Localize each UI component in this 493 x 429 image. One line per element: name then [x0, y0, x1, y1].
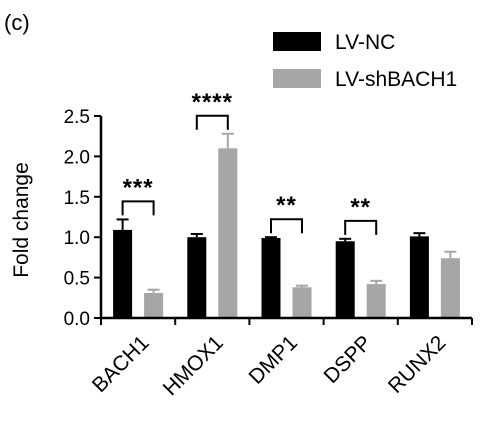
bar-lv-nc-hmox1	[187, 237, 207, 318]
legend-label-lv-nc: LV-NC	[335, 31, 395, 54]
bar-lv-nc-bach1	[113, 229, 133, 318]
legend-swatch-lv-shbach1	[273, 69, 321, 88]
x-category-label: HMOX1	[159, 331, 228, 400]
x-category-label: BACH1	[88, 331, 154, 397]
y-tick-label: 0.0	[64, 309, 90, 330]
significance-bracket	[344, 219, 378, 235]
axes	[99, 116, 473, 325]
significance-stars: **	[350, 194, 371, 221]
bar-lv-nc-dmp1	[261, 238, 281, 318]
significance-bracket	[270, 218, 303, 234]
y-axis-label: Fold change	[10, 162, 33, 278]
bar-lv-shbach1-hmox1	[218, 148, 238, 318]
bar-lv-shbach1-bach1	[144, 292, 164, 318]
significance-stars: ***	[123, 174, 154, 201]
legend-swatch-lv-nc	[273, 32, 321, 51]
panel-label: (c)	[4, 10, 30, 35]
significance-stars: **	[276, 192, 297, 219]
y-tick-label: 2.0	[64, 147, 90, 168]
bars	[113, 132, 460, 318]
y-tick-label: 1.0	[64, 228, 90, 249]
bar-lv-shbach1-dspp	[366, 284, 386, 318]
significance-bracket	[121, 200, 155, 216]
y-tick-label: 1.5	[64, 188, 90, 209]
significance-annotations: ********* **	[121, 89, 378, 235]
bar-lv-shbach1-dmp1	[292, 287, 312, 318]
bar-lv-nc-runx2	[409, 236, 429, 318]
legend: LV-NC LV-shBACH1	[273, 31, 457, 91]
y-tick-label: 0.5	[64, 269, 90, 290]
bar-lv-shbach1-runx2	[440, 258, 460, 318]
x-category-label: DMP1	[245, 331, 303, 389]
legend-label-lv-shbach1: LV-shBACH1	[335, 68, 457, 91]
bar-lv-nc-dspp	[335, 241, 355, 318]
significance-bracket	[195, 114, 229, 130]
x-category-label: DSPP	[320, 331, 377, 388]
y-axis-ticks: 0.0 0.5 1.0 1.5 2.0 2.5	[64, 107, 101, 330]
x-category-label: RUNX2	[384, 331, 451, 398]
y-tick-label: 2.5	[64, 107, 90, 128]
significance-stars: ****	[192, 89, 233, 116]
category-labels: BACH1 HMOX1 DMP1 DSPP RUNX2	[88, 331, 451, 400]
